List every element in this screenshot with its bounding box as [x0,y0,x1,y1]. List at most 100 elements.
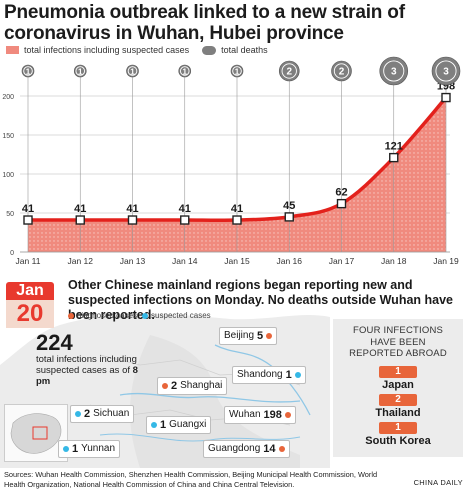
total-time: 8 pm [36,365,138,387]
y-tick-label: 100 [2,172,14,179]
diagnosed-dot-icon [68,312,74,319]
data-point [441,92,451,103]
abroad-count: 1 [379,421,417,434]
data-point [180,215,190,225]
chart-legend: total infections including suspected cas… [6,45,268,55]
death-bubble-ring [127,66,138,76]
data-label: 41 [231,203,243,215]
region-name: Shandong [237,369,283,380]
data-point [336,198,347,209]
diagnosed-dot-icon [266,333,273,339]
region-count: 14 [263,443,276,455]
abroad-count: 1 [379,365,417,378]
x-tick-label: Jan 16 [276,256,302,266]
date-badge-day: 20 [6,300,54,328]
death-bubble-ring [383,60,405,82]
data-point [23,215,33,225]
headline: Other Chinese mainland regions began rep… [68,278,454,322]
credit: CHINA DAILY [413,478,463,487]
legend-deaths-swatch [202,45,217,55]
callout-guangdong: Guangdong 14 [203,440,290,458]
y-tick-label: 150 [2,133,14,140]
callout-shandong: Shandong 1 [232,366,306,384]
death-bubble-ring [179,66,190,76]
inset-map [4,404,68,462]
x-tick-label: Jan 12 [67,256,93,266]
page-title: Pneumonia outbreak linked to a new strai… [4,2,405,44]
y-tick-label: 50 [6,211,14,218]
abroad-panel: FOUR INFECTIONS HAVE BEEN REPORTED ABROA… [333,319,463,457]
suspected-dot-icon [142,312,149,319]
suspected-dot-icon [151,422,157,428]
legend-infections-swatch [6,46,19,54]
legend-infections-label: total infections including suspected cas… [24,45,190,55]
total-description: total infections including suspected cas… [36,354,137,376]
death-bubble-ring [333,63,350,79]
death-label: 2 [339,67,345,78]
abroad-heading: FOUR INFECTIONS HAVE BEEN REPORTED ABROA… [349,325,447,359]
region-name: Guangxi [169,419,207,430]
abroad-country: Thailand [375,406,421,419]
y-tick-label: 200 [2,94,14,101]
suspected-dot-icon [75,411,81,417]
region-count: 198 [263,409,282,421]
death-label: 2 [286,67,292,78]
death-label: 3 [391,67,397,78]
infections-chart: 0 50 100 150 200 41 Jan 11 41 Jan 12 41 Jan 13 41 Ja… [2,56,461,266]
x-tick-label: Jan 18 [381,256,407,266]
callout-yunnan: 1 Yunnan [58,440,121,458]
callout-sichuan: 2 Sichuan [70,405,135,423]
death-bubble-ring [75,66,86,76]
data-point [232,215,242,225]
region-count: 1 [285,369,292,381]
total-text: total infections including suspected cas… [36,354,141,387]
data-label: 45 [283,200,295,212]
total-count: 224 [36,330,73,355]
abroad-country: South Korea [365,434,431,447]
death-label: 1 [183,68,188,77]
death-bubble-ring [232,66,242,76]
x-tick-label: Jan 19 [433,256,459,266]
data-label: 41 [179,203,191,215]
region-count: 2 [84,408,91,420]
data-label: 121 [385,141,403,153]
abroad-country: Japan [382,378,414,391]
death-label: 1 [130,68,135,77]
death-label: 1 [26,68,31,77]
death-bubble-ring [281,63,297,79]
inset-map-shape [10,413,62,454]
x-tick-label: Jan 15 [224,256,250,266]
map-legend: diagnosed cases suspected cases [68,311,211,320]
region-name: Shanghai [180,380,223,391]
callout-guangxi: 1 Guangxi [146,416,212,434]
data-label: 41 [126,203,138,215]
data-label: 41 [22,203,34,215]
data-point [75,215,85,225]
y-tick-label: 0 [10,250,14,257]
diagnosed-dot-icon [162,383,168,389]
diagnosed-dot-icon [284,412,291,418]
x-tick-label: Jan 13 [120,256,146,266]
region-count: 5 [257,330,264,342]
diagnosed-dot-icon [278,446,285,452]
data-label: 62 [335,187,347,199]
data-point [127,215,138,225]
callout-beijing: Beijing 5 [219,327,278,345]
death-label: 3 [443,67,449,78]
map-legend-diagnosed: diagnosed cases [77,311,138,320]
date-badge: Jan 20 [6,282,54,328]
region-count: 1 [72,443,79,455]
region-name: Guangdong [208,443,261,454]
total-summary: 224 total infections including suspected… [36,330,141,388]
legend-deaths-label: total deaths [221,45,268,55]
x-tick-label: Jan 14 [172,256,198,266]
map-legend-suspected: suspected cases [151,311,211,320]
sources-note: Sources: Wuhan Health Commission, Shenzh… [4,470,378,489]
region-count: 2 [171,380,178,392]
region-name: Beijing [224,330,255,341]
callout-shanghai: 2 Shanghai [157,377,228,395]
x-tick-label: Jan 17 [329,256,355,266]
data-point [284,212,294,222]
region-name: Yunnan [81,443,116,454]
data-point [389,152,399,163]
